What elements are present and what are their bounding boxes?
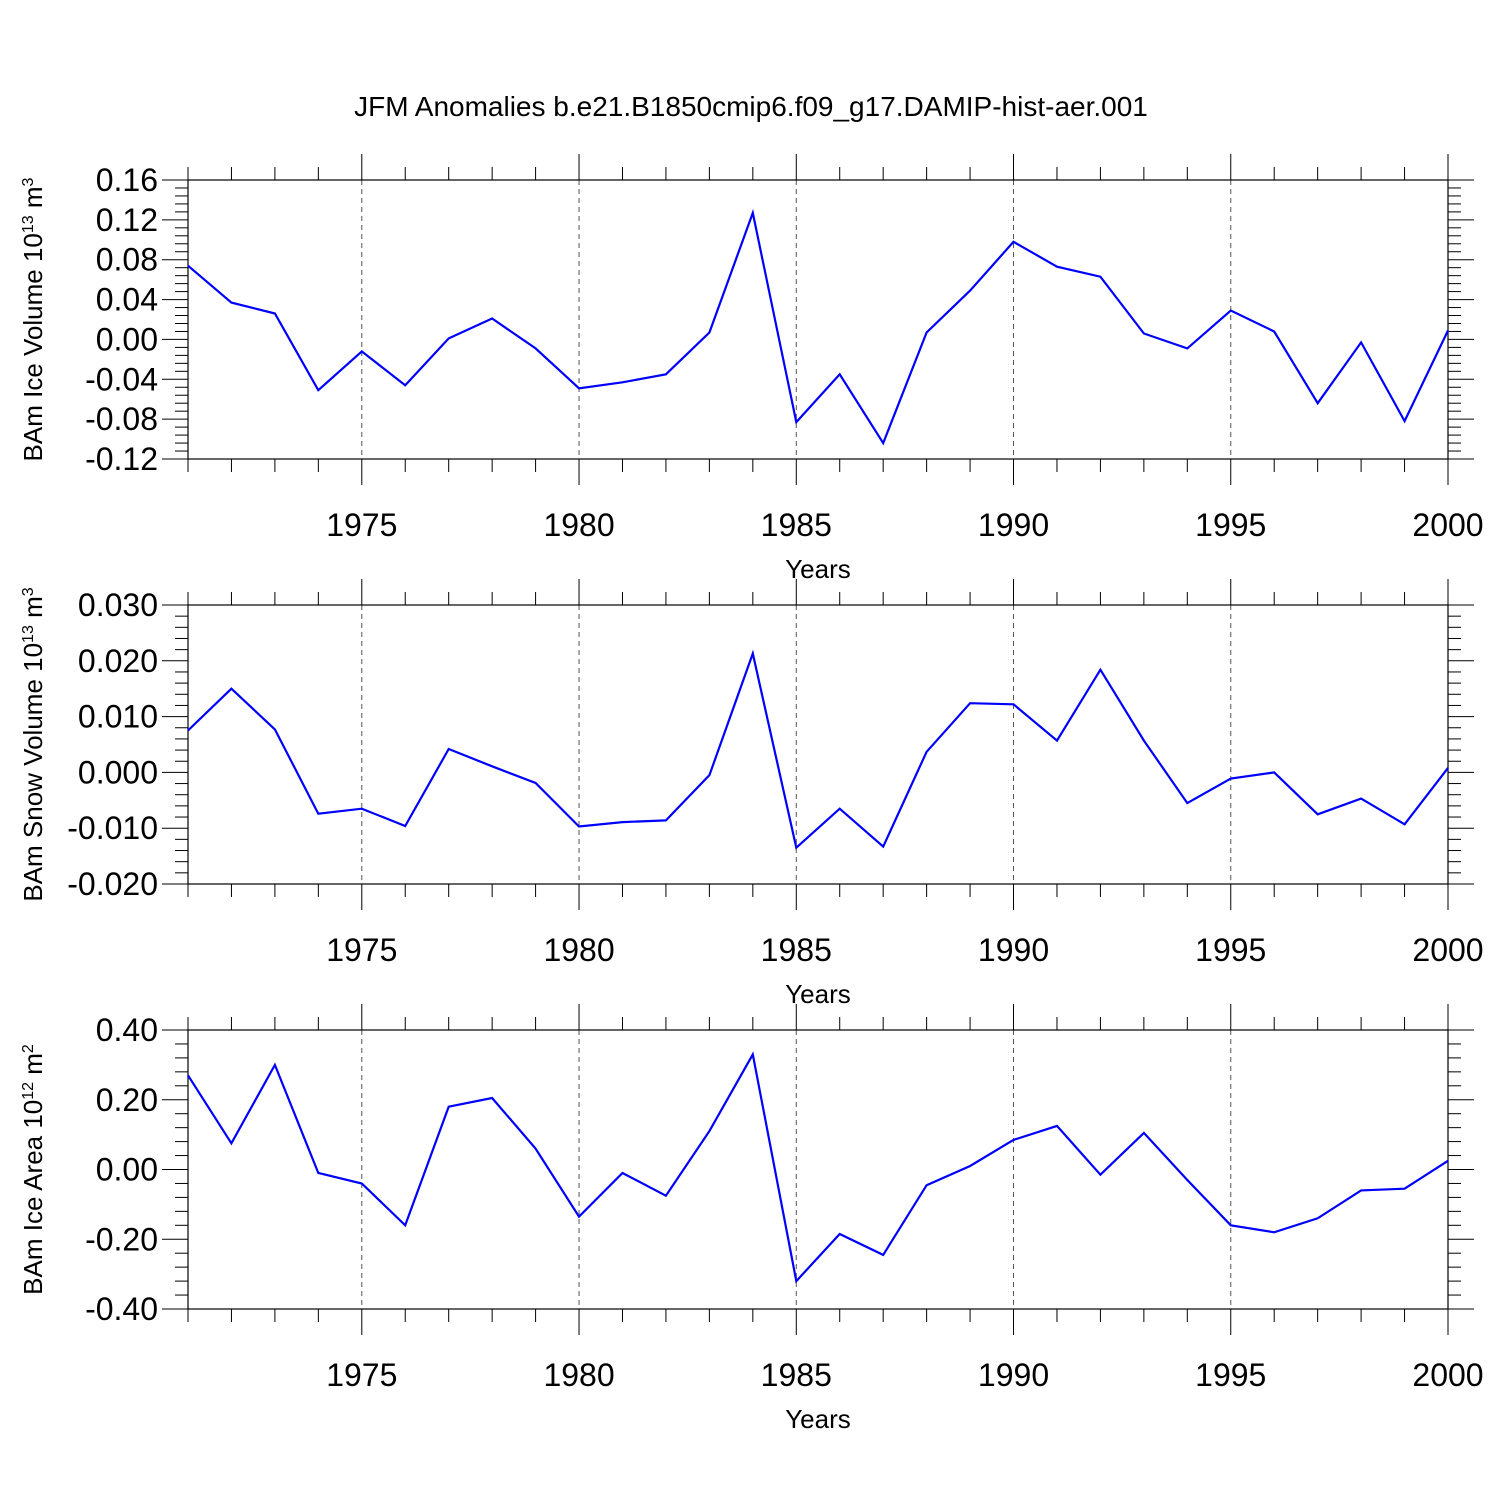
y-axis-label: BAm Snow Volume 1013 m3 [18,587,48,901]
x-axis-label: Years [785,1404,851,1434]
y-tick-label: 0.010 [78,699,158,735]
y-tick-label: 0.030 [78,587,158,623]
y-axis-label-exponent: 13 [20,625,37,643]
x-tick-label: 1990 [978,932,1049,968]
x-tick-label: 1985 [761,1357,832,1393]
series-line [187,649,1449,850]
panel-1: 0.16 0.12 0.08 0.040.00 -0.04 -0.08 -0.12 1975 1… [18,154,1484,584]
y-tick-label: 0.000 [78,754,158,790]
x-tick-label: 1975 [326,932,397,968]
x-axis-label: Years [785,979,851,1009]
y-tick-label: 0.00 [96,1152,158,1188]
x-tick-label: 1995 [1195,932,1266,968]
y-tick-label: 0.40 [96,1012,158,1048]
x-tick-label: 1980 [543,932,614,968]
y-tick-label: 0.00 [96,321,158,357]
panel-3: 0.40 0.20 0.00 -0.20 -0.40 1975 1980 1985 1990 19… [18,1004,1484,1434]
y-axis-label-text: BAm Ice Volume 10 [18,233,48,461]
series-line [187,208,1449,446]
plot-frame [187,179,1449,460]
y-tick-label: 0.16 [96,162,158,198]
y-axis-label-text: BAm Snow Volume 10 [18,643,48,902]
plot-frame [187,1029,1449,1310]
y-axis-label-exponent: 3 [20,177,37,186]
y-tick-label: -0.08 [85,401,158,437]
x-tick-label: 1975 [326,1357,397,1393]
x-tick-label: 1985 [761,507,832,543]
y-axis-label-text: m [18,186,48,215]
chart-title: JFM Anomalies b.e21.B1850cmip6.f09_g17.D… [354,91,1148,122]
y-axis-label-text: m [18,1053,48,1082]
x-tick-label: 1995 [1195,507,1266,543]
y-tick-label: 0.12 [96,202,158,238]
y-axis-label: BAm Ice Area 1012 m2 [18,1044,48,1295]
y-axis-label-text: m [18,596,48,625]
y-tick-label: -0.04 [85,361,158,397]
x-axis-label: Years [785,554,851,584]
y-axis-label-exponent: 13 [20,215,37,233]
plot-frame [187,604,1449,885]
y-tick-label: 0.020 [78,643,158,679]
y-tick-label: -0.40 [85,1291,158,1327]
x-tick-label: 1975 [326,507,397,543]
y-axis-label-text: BAm Ice Area 10 [18,1100,48,1295]
y-tick-label: -0.010 [67,810,158,846]
y-tick-label: -0.20 [85,1221,158,1257]
y-axis-label-exponent: 3 [20,587,37,596]
x-tick-label: 2000 [1412,1357,1483,1393]
y-tick-label: -0.020 [67,866,158,902]
y-axis-label: BAm Ice Volume 1013 m3 [18,177,48,461]
x-tick-label: 1980 [543,1357,614,1393]
panel-2: 0.030 0.020 0.010 0.000 -0.010 -0.020 1975 1980… [18,579,1484,1009]
x-tick-label: 1990 [978,507,1049,543]
x-tick-label: 1995 [1195,1357,1266,1393]
x-tick-label: 1985 [761,932,832,968]
y-tick-label: 0.08 [96,242,158,278]
x-tick-label: 1980 [543,507,614,543]
x-tick-label: 1990 [978,1357,1049,1393]
x-tick-label: 2000 [1412,507,1483,543]
series-line [187,1051,1449,1284]
y-axis-label-exponent: 12 [20,1082,37,1100]
x-tick-label: 2000 [1412,932,1483,968]
y-axis-label-exponent: 2 [20,1044,37,1053]
y-tick-label: -0.12 [85,441,158,477]
y-tick-label: 0.04 [96,282,158,318]
y-tick-label: 0.20 [96,1082,158,1118]
